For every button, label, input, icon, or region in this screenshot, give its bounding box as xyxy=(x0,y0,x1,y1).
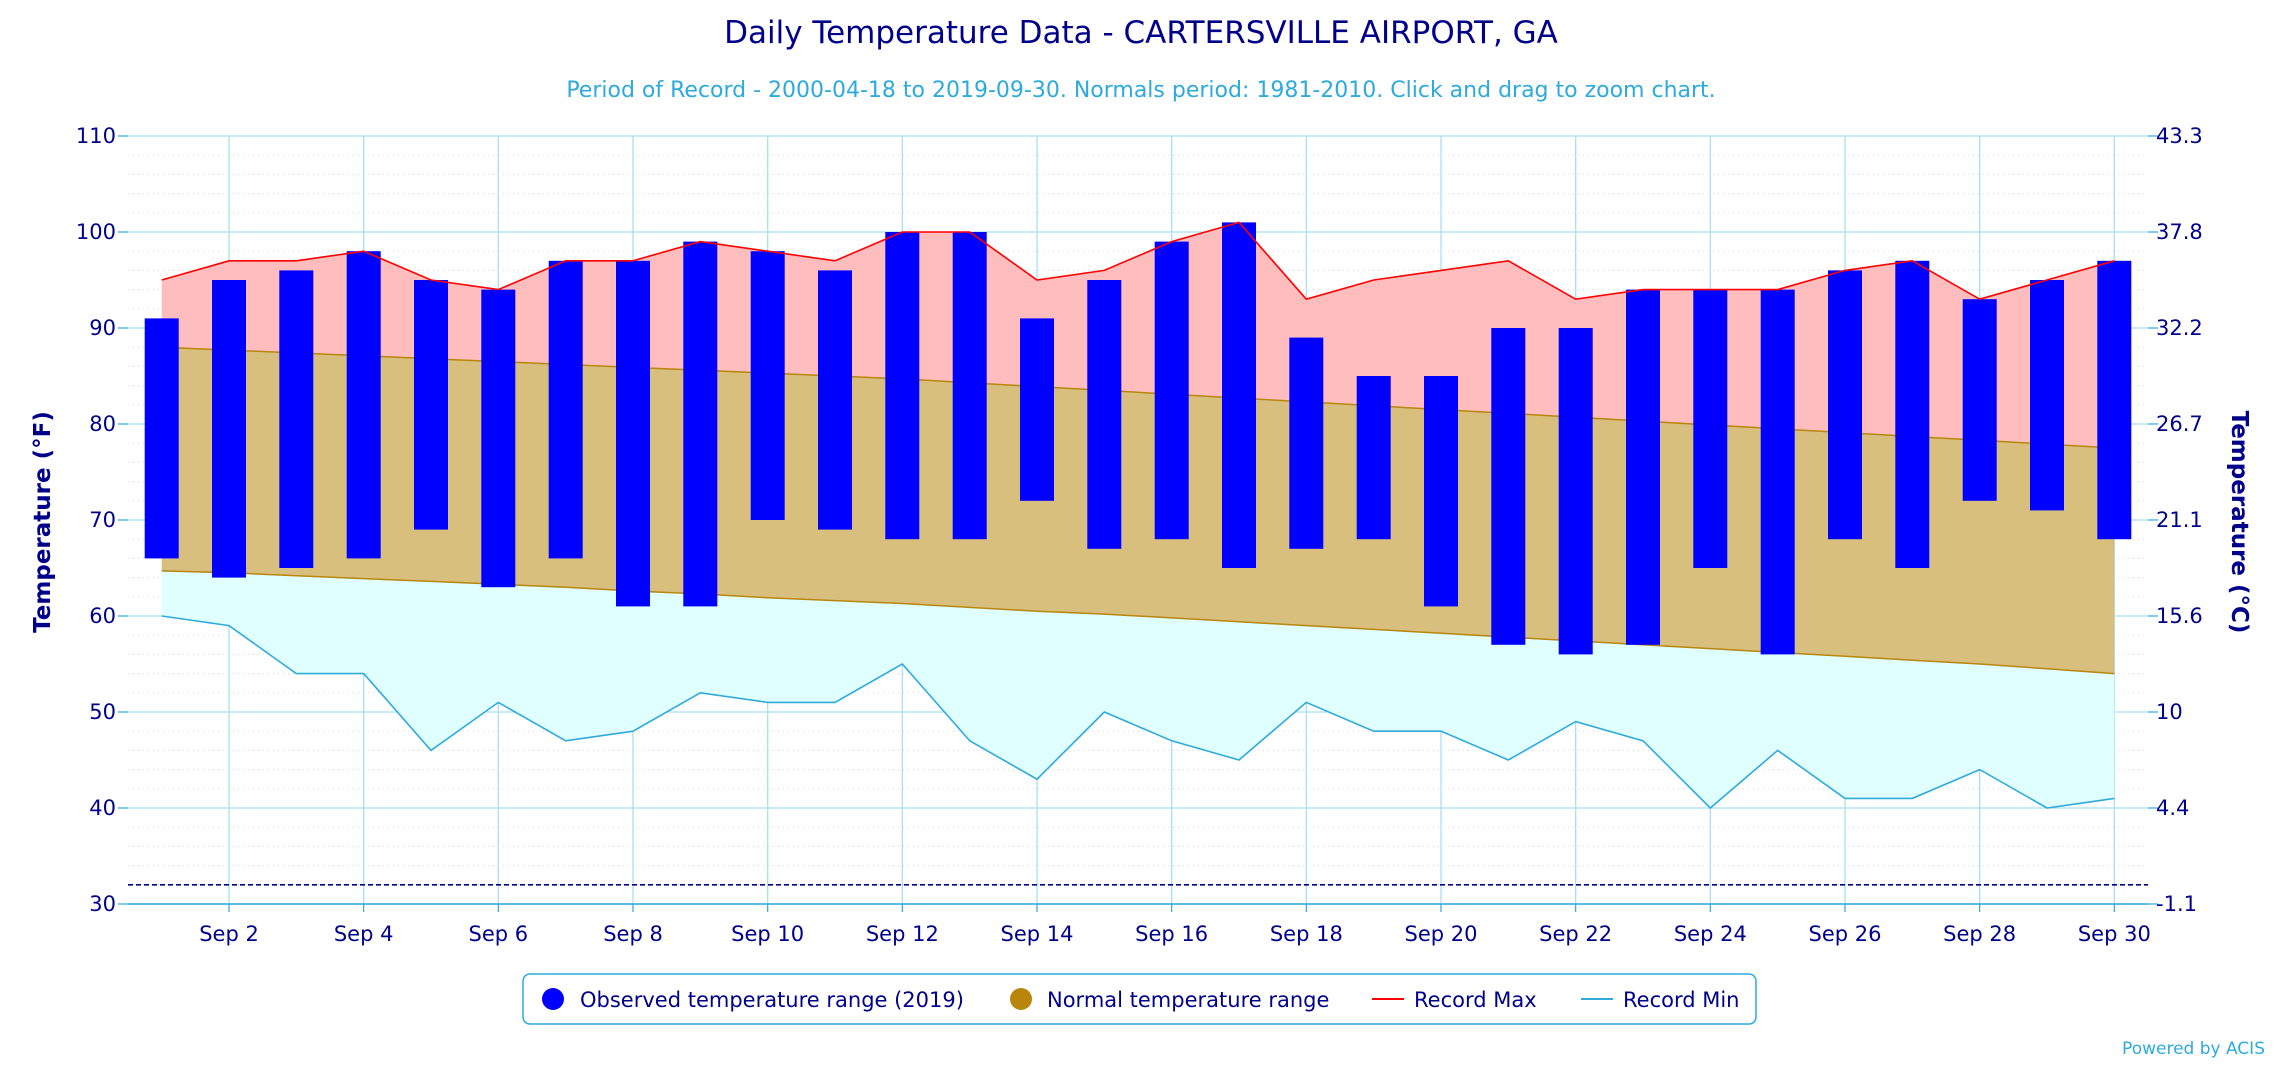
x-tick-label: Sep 10 xyxy=(731,922,804,946)
y-tick-label-left: 40 xyxy=(89,796,116,820)
legend-label-normal: Normal temperature range xyxy=(1047,988,1329,1012)
legend-item-observed[interactable]: Observed temperature range (2019) xyxy=(542,988,964,1012)
y-tick-label-right: 15.6 xyxy=(2156,604,2203,628)
y-tick-label-right: 37.8 xyxy=(2156,220,2203,244)
observed-bar[interactable] xyxy=(1693,289,1728,568)
legend-label-record-min: Record Min xyxy=(1623,988,1740,1012)
observed-bar[interactable] xyxy=(548,260,583,559)
chart-title: Daily Temperature Data - CARTERSVILLE AI… xyxy=(724,15,1558,51)
observed-bar[interactable] xyxy=(750,251,785,520)
observed-bar[interactable] xyxy=(1626,289,1660,645)
observed-bar[interactable] xyxy=(279,270,314,568)
x-tick-label: Sep 26 xyxy=(1809,922,1882,946)
y-tick-label-left: 100 xyxy=(76,220,116,244)
x-tick-label: Sep 28 xyxy=(1943,922,2016,946)
credit-link[interactable]: Powered by ACIS xyxy=(2122,1039,2265,1059)
observed-bar[interactable] xyxy=(1895,260,1930,568)
legend-item-record-max[interactable]: Record Max xyxy=(1372,988,1537,1012)
legend-symbol-observed xyxy=(542,988,564,1010)
axes: 30 -1.1 40 4.4 50 10 60 15.6 70 21.1 80 26.7 90 32.2 1… xyxy=(76,124,2203,946)
x-tick-label: Sep 2 xyxy=(199,922,259,946)
record-lines xyxy=(128,221,2148,886)
observed-bar[interactable] xyxy=(1289,337,1324,549)
y-tick-label-right: 10 xyxy=(2156,700,2183,724)
y-tick-label-left: 110 xyxy=(76,124,116,148)
observed-bar[interactable] xyxy=(885,232,920,540)
observed-bar[interactable] xyxy=(212,280,246,578)
y-axis-title-left: Temperature (°F) xyxy=(30,411,56,633)
observed-bar[interactable] xyxy=(818,270,852,530)
observed-bar[interactable] xyxy=(1154,241,1189,540)
y-tick-label-right: 32.2 xyxy=(2156,316,2203,340)
y-tick-label-left: 50 xyxy=(89,700,116,724)
y-tick-label-right: -1.1 xyxy=(2156,892,2197,916)
legend-item-normal[interactable]: Normal temperature range xyxy=(1010,988,1329,1012)
y-axis-title-right: Temperature (°C) xyxy=(2226,411,2252,634)
observed-bar[interactable] xyxy=(1424,376,1458,607)
observed-bar[interactable] xyxy=(683,241,718,607)
observed-bars[interactable] xyxy=(144,222,2132,655)
x-tick-label: Sep 16 xyxy=(1135,922,1208,946)
x-tick-label: Sep 12 xyxy=(866,922,939,946)
observed-bar[interactable] xyxy=(1020,318,1054,501)
observed-bar[interactable] xyxy=(1828,270,1862,540)
y-tick-label-left: 80 xyxy=(89,412,116,436)
x-tick-label: Sep 22 xyxy=(1539,922,1612,946)
observed-bar[interactable] xyxy=(1962,299,1997,501)
y-tick-label-left: 70 xyxy=(89,508,116,532)
observed-bar[interactable] xyxy=(2030,280,2064,511)
y-tick-label-left: 60 xyxy=(89,604,116,628)
record-max-line xyxy=(161,221,2115,301)
y-tick-label-left: 90 xyxy=(89,316,116,340)
observed-bar[interactable] xyxy=(346,251,381,559)
observed-bar[interactable] xyxy=(414,280,448,530)
observed-bar[interactable] xyxy=(1356,376,1391,540)
x-tick-label: Sep 14 xyxy=(1001,922,1074,946)
observed-bar[interactable] xyxy=(1491,328,1526,645)
observed-bar[interactable] xyxy=(481,289,516,588)
chart-subtitle: Period of Record - 2000-04-18 to 2019-09… xyxy=(566,78,1715,103)
x-tick-label: Sep 6 xyxy=(469,922,529,946)
y-tick-label-right: 43.3 xyxy=(2156,124,2203,148)
x-tick-label: Sep 18 xyxy=(1270,922,1343,946)
observed-bar[interactable] xyxy=(616,260,650,607)
legend-symbol-normal xyxy=(1010,988,1032,1010)
y-tick-label-right: 26.7 xyxy=(2156,412,2203,436)
observed-bar[interactable] xyxy=(1760,289,1795,655)
legend: Observed temperature range (2019) Normal… xyxy=(522,973,1757,1025)
observed-bar[interactable] xyxy=(144,318,179,559)
x-tick-label: Sep 8 xyxy=(603,922,663,946)
legend-box xyxy=(522,973,1757,1025)
x-tick-label: Sep 4 xyxy=(334,922,394,946)
x-tick-label: Sep 20 xyxy=(1405,922,1478,946)
y-tick-label-right: 4.4 xyxy=(2156,796,2189,820)
x-tick-label: Sep 24 xyxy=(1674,922,1747,946)
legend-item-record-min[interactable]: Record Min xyxy=(1581,988,1740,1012)
observed-bar[interactable] xyxy=(1222,222,1256,568)
legend-label-record-max: Record Max xyxy=(1414,988,1537,1012)
record-min-band xyxy=(161,570,2115,808)
observed-bar[interactable] xyxy=(952,232,987,540)
observed-bar[interactable] xyxy=(1558,328,1593,655)
y-tick-label-left: 30 xyxy=(89,892,116,916)
x-tick-label: Sep 30 xyxy=(2078,922,2151,946)
observed-bar[interactable] xyxy=(1087,280,1122,549)
record-min-line xyxy=(161,615,2115,810)
range-areas xyxy=(161,222,2115,808)
y-tick-label-right: 21.1 xyxy=(2156,508,2203,532)
observed-bar[interactable] xyxy=(2097,260,2132,540)
legend-label-observed: Observed temperature range (2019) xyxy=(580,988,964,1012)
